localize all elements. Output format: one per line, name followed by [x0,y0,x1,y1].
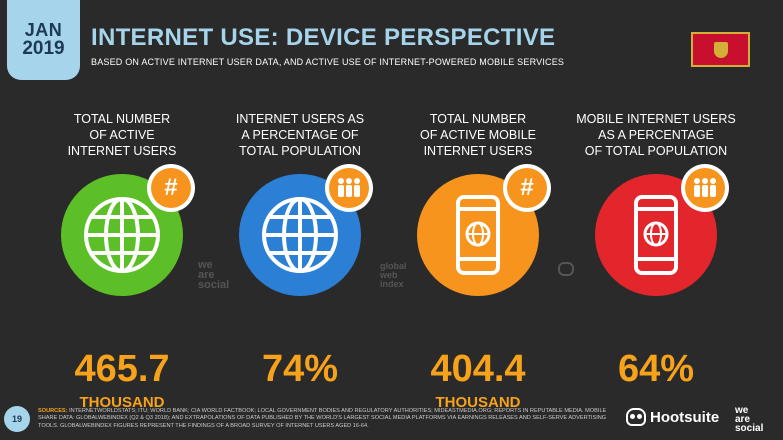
label-line: A PERCENTAGE OF [241,128,359,142]
label-line: TOTAL POPULATION [239,144,361,158]
label-line: OF ACTIVE MOBILE [420,128,536,142]
label-line: INTERNET USERS [67,144,177,158]
sources-body: INTERNETWORLDSTATS; ITU; WORLD BANK; CIA… [38,408,607,429]
people-icon [325,164,373,212]
globalwebindex-watermark: global web index [380,261,407,289]
stat-total-mobile-internet-users: TOTAL NUMBER OF ACTIVE MOBILE INTERNET U… [388,110,568,411]
label-line: MOBILE INTERNET USERS [576,112,736,126]
label-line: OF ACTIVE [89,128,155,142]
stat-value: 404.4 [430,348,526,390]
stat-label: TOTAL NUMBER OF ACTIVE INTERNET USERS [68,110,177,160]
stat-mobile-internet-penetration: MOBILE INTERNET USERS AS A PERCENTAGE OF… [566,110,746,394]
hootsuite-brand: Hootsuite [650,408,720,426]
date-year: 2019 [22,38,65,60]
stat-internet-penetration: INTERNET USERS AS A PERCENTAGE OF TOTAL … [210,110,390,394]
hash-icon: # [503,164,551,212]
country-flag-icon [691,32,750,67]
stat-label: INTERNET USERS AS A PERCENTAGE OF TOTAL … [236,110,364,160]
label-line: INTERNET USERS [423,144,533,158]
stat-total-internet-users: TOTAL NUMBER OF ACTIVE INTERNET USERS # … [32,110,212,411]
stat-value: 74% [261,348,339,390]
stat-value: 64% [617,348,695,390]
sources-lead: SOURCES: [38,408,68,414]
page-subtitle: BASED ON ACTIVE INTERNET USER DATA, AND … [91,57,565,67]
stat-value: 465.7 [74,348,170,390]
hootsuite-logo: Hootsuite [626,408,719,426]
stat-unit: THOUSAND [79,394,165,411]
stat-unit: THOUSAND [435,394,521,411]
wearesocial-watermark: we are social [198,259,230,291]
people-icon [681,164,729,212]
label-line: OF TOTAL POPULATION [584,144,728,158]
page-number: 19 [4,406,30,432]
label-line: TOTAL NUMBER [429,112,527,126]
date-month: JAN [24,19,63,40]
date-badge: JAN 2019 [7,0,80,80]
sources-text: SOURCES: INTERNETWORLDSTATS; ITU; WORLD … [38,408,608,430]
label-line: AS A PERCENTAGE [598,128,714,142]
owl-icon [626,408,646,426]
hash-icon: # [147,164,195,212]
page-title: INTERNET USE: DEVICE PERSPECTIVE [91,24,556,51]
label-line: INTERNET USERS AS [235,112,365,126]
stat-label: TOTAL NUMBER OF ACTIVE MOBILE INTERNET U… [420,110,536,160]
wearesocial-logo: we are social [735,405,764,434]
label-line: TOTAL NUMBER [73,112,171,126]
stat-label: MOBILE INTERNET USERS AS A PERCENTAGE OF… [576,110,736,160]
hootsuite-watermark-icon [558,262,574,276]
